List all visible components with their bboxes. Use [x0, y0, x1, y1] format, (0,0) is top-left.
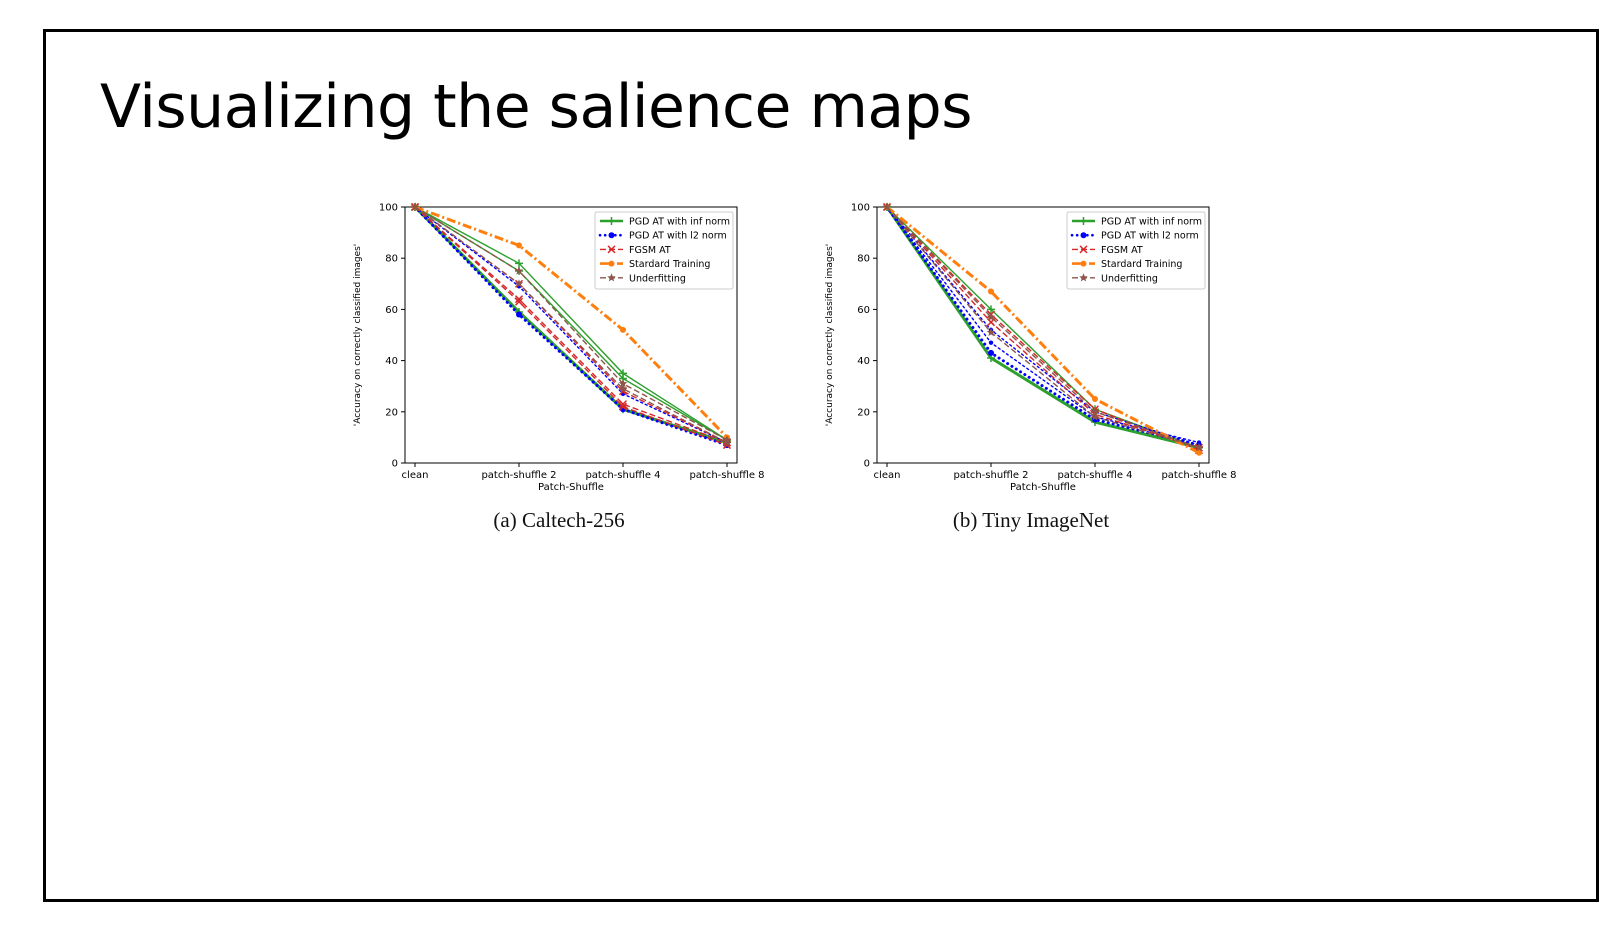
- data-point: [514, 295, 524, 304]
- chart-caltech-256: 0 20 40 60 80 100 clean patch-shuffle 2 patch-sh…: [350, 200, 790, 540]
- data-point: [986, 312, 996, 321]
- data-point: [1080, 232, 1087, 239]
- legend-label: PGD AT with inf norm: [1101, 217, 1202, 228]
- data-point: [618, 384, 628, 393]
- y-tick-label: 0: [392, 459, 398, 470]
- data-point: [1079, 217, 1088, 225]
- y-tick-label: 40: [385, 356, 398, 367]
- x-axis-label: Patch-Shuffle: [1010, 482, 1076, 493]
- data-point: [1079, 245, 1088, 254]
- legend-box: [594, 211, 734, 290]
- y-tick-label: 100: [379, 203, 398, 214]
- data-point: [1080, 260, 1087, 267]
- legend: PGD AT with inf norm PGD AT with l2 norm F…: [1066, 211, 1206, 290]
- data-point: [618, 379, 628, 388]
- series-line: [414, 206, 728, 441]
- legend-box: [1066, 211, 1206, 290]
- chart-tiny-imagenet: 0 20 40 60 80 100 clean patch-shuffle 2 patch-sh…: [822, 200, 1262, 540]
- series-line: [414, 206, 728, 441]
- data-point: [1194, 443, 1204, 452]
- y-tick-label: 20: [385, 407, 398, 418]
- data-point: [1092, 396, 1098, 402]
- series-line: [886, 206, 1200, 449]
- y-tick-label: 0: [864, 459, 870, 470]
- data-point: [516, 242, 522, 249]
- data-point: [516, 311, 522, 318]
- series-group: [882, 202, 1204, 456]
- data-point: [514, 279, 524, 288]
- series-line: [413, 205, 729, 447]
- y-tick-label: 80: [857, 254, 870, 265]
- data-point: [620, 326, 626, 333]
- data-point: [986, 327, 996, 337]
- y-tick-label: 60: [857, 305, 870, 316]
- legend-label: PGD AT with inf norm: [629, 217, 730, 228]
- legend-label: Underfitting: [1101, 273, 1158, 284]
- data-point: [607, 273, 616, 282]
- y-tick-label: 100: [851, 203, 870, 214]
- caption-caltech-256: (a) Caltech-256: [493, 508, 625, 532]
- data-point: [1090, 412, 1100, 421]
- series-line: [886, 205, 1200, 455]
- data-point: [722, 435, 732, 444]
- legend-label: Stardard Training: [1101, 259, 1182, 270]
- chart-svg: 0 20 40 60 80 100 clean patch-shuffle 2 patch-sh…: [353, 202, 765, 493]
- data-point: [1090, 407, 1100, 416]
- data-point: [882, 202, 892, 211]
- legend-label: PGD AT with l2 norm: [1101, 231, 1199, 242]
- series-line: [886, 206, 1200, 449]
- data-point: [607, 217, 616, 225]
- data-point: [1079, 273, 1088, 282]
- series-group: [410, 202, 732, 450]
- x-tick-label: patch-shuffle 4: [1057, 470, 1132, 481]
- data-point: [608, 232, 615, 239]
- series-line: [414, 206, 728, 441]
- series-line: [886, 206, 1200, 449]
- caption-tiny-imagenet: (b) Tiny ImageNet: [952, 508, 1110, 532]
- data-point: [410, 202, 420, 211]
- x-tick-label: clean: [874, 470, 901, 481]
- x-tick-label: patch-shuffle 2: [953, 470, 1028, 481]
- y-axis-label: 'Accuracy on correctly classified images…: [825, 244, 835, 427]
- y-tick-label: 40: [857, 356, 870, 367]
- slide-frame: [43, 29, 1599, 902]
- legend-label: Underfitting: [629, 273, 686, 284]
- legend: PGD AT with inf norm PGD AT with l2 norm F…: [594, 211, 734, 290]
- data-point: [514, 266, 524, 275]
- legend-label: FGSM AT: [629, 245, 671, 256]
- x-tick-label: clean: [402, 470, 429, 481]
- x-tick-label: patch-shuffle 8: [1161, 470, 1236, 481]
- y-tick-label: 20: [857, 407, 870, 418]
- data-point: [722, 438, 732, 447]
- series-line: [414, 206, 728, 444]
- x-tick-label: patch-shuffle 4: [585, 470, 660, 481]
- chart-svg: 0 20 40 60 80 100 clean patch-shuffle 2 patch-sh…: [825, 202, 1237, 493]
- data-point: [607, 245, 616, 254]
- series-line: [886, 206, 1200, 449]
- slide-title: Visualizing the salience maps: [100, 72, 973, 142]
- legend-label: Stardard Training: [629, 259, 710, 270]
- x-axis-label: Patch-Shuffle: [538, 482, 604, 493]
- series-line: [414, 206, 728, 446]
- series-line: [414, 206, 728, 444]
- y-tick-label: 80: [385, 254, 398, 265]
- x-tick-label: patch-shuffle 8: [689, 470, 764, 481]
- data-point: [988, 288, 994, 295]
- series-line: [414, 205, 729, 439]
- y-axis-label: 'Accuracy on correctly classified images…: [353, 244, 363, 427]
- data-point: [1196, 449, 1202, 456]
- series-line: [414, 206, 728, 444]
- data-point: [618, 400, 628, 409]
- data-point: [515, 259, 523, 268]
- data-point: [514, 297, 524, 306]
- y-tick-label: 60: [385, 305, 398, 316]
- series-line: [886, 206, 1200, 446]
- x-tick-label: patch-shuffle 2: [481, 470, 556, 481]
- data-point: [988, 340, 994, 345]
- data-point: [987, 305, 995, 314]
- data-point: [988, 349, 994, 356]
- legend-label: PGD AT with l2 norm: [629, 231, 727, 242]
- legend-label: FGSM AT: [1101, 245, 1143, 256]
- data-point: [608, 260, 615, 267]
